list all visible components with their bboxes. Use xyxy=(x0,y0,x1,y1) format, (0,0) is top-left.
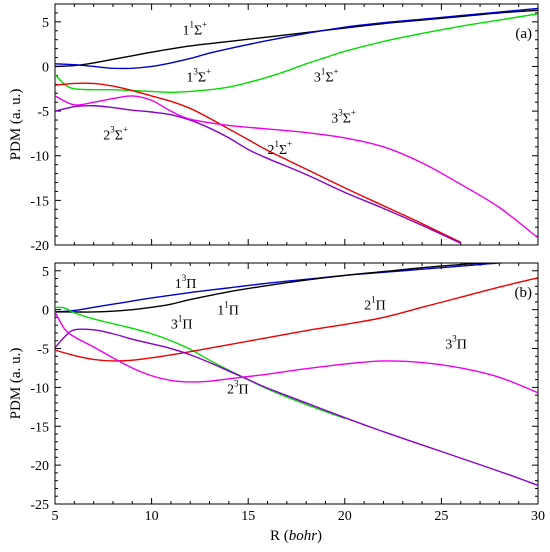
state-label: 11Π xyxy=(217,299,239,318)
y-axis-label: PDM (a. u.) xyxy=(8,89,24,161)
y-tick-label: 0 xyxy=(42,304,49,319)
panel-a: 5 0 -5 -10 -15 -20 PDM (a. u.) (a) 11Σ+ 13Σ+ 31Σ+ 2… xyxy=(8,3,539,254)
series-line-1 xyxy=(55,263,498,313)
series-line-3 xyxy=(55,311,538,394)
y-tick-label: 5 xyxy=(42,16,49,31)
state-label: 21Σ+ xyxy=(268,139,293,158)
state-label: 23Σ+ xyxy=(103,125,128,144)
state-label: 13Σ+ xyxy=(186,67,211,86)
state-label: 11Σ+ xyxy=(183,19,208,38)
y-tick-label: -20 xyxy=(30,459,49,474)
series-line-1 xyxy=(55,263,514,313)
series-group xyxy=(55,7,538,244)
state-label: 33Π xyxy=(445,334,467,353)
y-tick-label: 0 xyxy=(42,60,49,75)
y-tick-label: -10 xyxy=(30,381,49,396)
series-line-2 xyxy=(55,277,538,362)
y-axis-label: PDM (a. u.) xyxy=(8,348,24,420)
series-line-1 xyxy=(55,7,538,70)
state-label: 31Σ+ xyxy=(314,67,339,86)
panel-label: (a) xyxy=(515,26,532,42)
state-label: 33Σ+ xyxy=(331,108,356,127)
plot-frame xyxy=(54,3,539,246)
y-tick-label: -25 xyxy=(30,498,49,513)
state-label: 13Π xyxy=(175,273,197,292)
state-label: 31Π xyxy=(171,313,193,332)
state-label: 21Π xyxy=(364,295,386,314)
y-tick-label: -15 xyxy=(30,420,49,435)
x-tick-label: 10 xyxy=(145,509,159,524)
series-line-2 xyxy=(55,105,462,244)
series-line-2 xyxy=(55,328,538,486)
plot-frame xyxy=(54,262,539,505)
x-tick-label: 30 xyxy=(531,509,545,524)
y-tick-label: -15 xyxy=(30,194,49,209)
x-tick-label: 20 xyxy=(338,509,352,524)
series-line-1 xyxy=(55,9,538,68)
x-axis-label: R (bohr) xyxy=(270,528,322,544)
y-tick-label: -5 xyxy=(37,105,49,120)
y-tick-label: -10 xyxy=(30,150,49,165)
series-line-3 xyxy=(55,13,538,94)
series-line-3 xyxy=(55,95,538,239)
y-tick-label: -20 xyxy=(30,239,49,254)
panel-label: (b) xyxy=(515,285,533,301)
y-tick-label: -5 xyxy=(37,343,49,358)
y-tick-label: 5 xyxy=(42,265,49,280)
state-label: 23Π xyxy=(227,379,249,398)
series-line-2 xyxy=(55,82,462,243)
series-group xyxy=(55,263,538,486)
x-tick-label: 25 xyxy=(434,509,448,524)
panel-b: 5 10 15 20 25 30 5 0 -5 -10 -15 -20 -25 PDM (a. u.) (b… xyxy=(8,262,545,524)
x-tick-label: 5 xyxy=(52,509,59,524)
x-tick-label: 15 xyxy=(241,509,255,524)
